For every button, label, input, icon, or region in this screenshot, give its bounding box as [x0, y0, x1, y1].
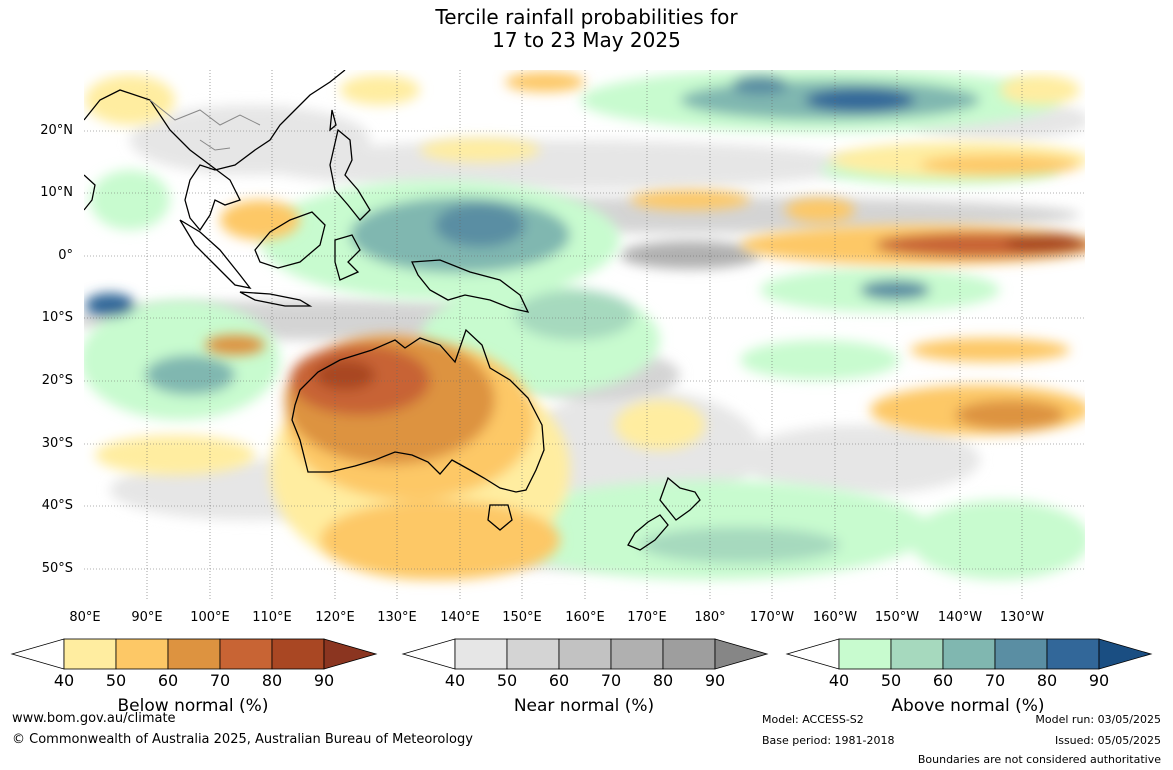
colorbar-segment: [219, 638, 273, 670]
colorbar-tick-label: 80: [652, 671, 674, 690]
lon-label: 160°E: [565, 610, 605, 625]
lon-label: 170°E: [627, 610, 667, 625]
website-url: www.bom.gov.au/climate: [12, 711, 176, 726]
colorbar-tick-label: 40: [828, 671, 850, 690]
lon-label: 130°W: [999, 610, 1045, 625]
near-normal-colorbar: [401, 638, 769, 670]
colorbar-lower-extension: [401, 638, 456, 670]
philippines-coastline: [329, 128, 371, 221]
lon-label: 160°W: [812, 610, 858, 625]
lon-label: 130°E: [377, 610, 417, 625]
colorbar-segment: [1046, 638, 1100, 670]
near-normal-label: Near normal (%): [513, 696, 655, 716]
above-normal-label: Above normal (%): [891, 696, 1045, 716]
map-title-line1: Tercile rainfall probabilities for: [435, 5, 738, 29]
tasmania-coastline: [487, 504, 513, 531]
lon-label: 80°E: [69, 610, 101, 625]
colorbar-segment: [994, 638, 1048, 670]
colorbar-tick-label: 80: [1036, 671, 1058, 690]
lat-label: 0°: [58, 248, 73, 263]
australia-coastline: [291, 328, 545, 493]
mainland-asia-coastline: [84, 70, 346, 232]
above-normal-regions: [84, 70, 1085, 580]
colorbar-tick-label: 80: [261, 671, 283, 690]
sumatra-coastline: [179, 219, 252, 289]
colorbar-tick-label: 60: [548, 671, 570, 690]
colorbar-tick-label: 70: [984, 671, 1006, 690]
colorbar-tick-label: 90: [1088, 671, 1110, 690]
lat-label: 20°S: [41, 373, 73, 388]
lon-label: 120°E: [315, 610, 355, 625]
java-coastline: [239, 291, 313, 307]
lat-label: 10°S: [41, 310, 73, 325]
colorbar-upper-extension: [1098, 638, 1153, 670]
colorbar-tick-label: 60: [157, 671, 179, 690]
colorbar-tick-label: 70: [209, 671, 231, 690]
lon-label: 150°E: [502, 610, 542, 625]
lon-label: 170°W: [749, 610, 795, 625]
map-gridlines: [84, 70, 1085, 600]
country-borders: [149, 99, 261, 151]
colorbar-segment: [115, 638, 169, 670]
base-period: Base period: 1981-2018: [762, 734, 895, 747]
colorbar-tick-label: 50: [496, 671, 518, 690]
lat-label: 20°N: [40, 123, 73, 138]
below-normal-label: Below normal (%): [117, 696, 269, 716]
colorbar-segment: [558, 638, 612, 670]
colorbars: [10, 638, 1153, 670]
colorbar-tick-label: 60: [932, 671, 954, 690]
above-normal-colorbar: [785, 638, 1153, 670]
colorbar-upper-extension: [323, 638, 378, 670]
lon-label: 150°W: [874, 610, 920, 625]
colorbar-segment: [890, 638, 944, 670]
coastlines: [84, 70, 701, 551]
sulawesi-coastline: [334, 234, 361, 281]
below-normal-colorbar: [10, 638, 378, 670]
colorbar-segment: [662, 638, 716, 670]
colorbar-lower-extension: [10, 638, 65, 670]
lon-label: 100°E: [190, 610, 230, 625]
map-title-line2: 17 to 23 May 2025: [492, 28, 681, 52]
lon-label: 140°W: [937, 610, 983, 625]
probability-field: [84, 70, 1085, 600]
lon-label: 180°: [694, 610, 726, 625]
lon-label: 90°E: [131, 610, 163, 625]
colorbar-lower-extension: [785, 638, 840, 670]
colorbar-segment: [271, 638, 325, 670]
india-coastline: [84, 174, 96, 211]
colorbar-segment: [454, 638, 508, 670]
new-zealand-coastline: [627, 476, 701, 551]
issued-date: Issued: 05/05/2025: [1054, 734, 1161, 747]
colorbar-upper-extension: [714, 638, 769, 670]
colorbar-segment: [838, 638, 892, 670]
colorbar-tick-label: 90: [313, 671, 335, 690]
colorbar-segment: [942, 638, 996, 670]
new-guinea-coastline: [411, 259, 530, 313]
colorbar-tick-label: 50: [880, 671, 902, 690]
colorbar-segment: [167, 638, 221, 670]
colorbar-tick-label: 70: [600, 671, 622, 690]
borneo-coastline: [254, 211, 326, 269]
colorbar-segment: [610, 638, 664, 670]
colorbar-tick-label: 40: [53, 671, 75, 690]
lat-label: 50°S: [41, 561, 73, 576]
colorbar-segment: [506, 638, 560, 670]
below-normal-regions: [85, 72, 1085, 580]
lat-label: 40°S: [41, 498, 73, 513]
copyright: © Commonwealth of Australia 2025, Austra…: [12, 732, 473, 747]
colorbar-tick-label: 90: [704, 671, 726, 690]
lon-label: 110°E: [252, 610, 292, 625]
lat-label: 10°N: [40, 185, 73, 200]
colorbar-tick-label: 50: [105, 671, 127, 690]
model-run-date: Model run: 03/05/2025: [1035, 713, 1161, 726]
lat-label: 30°S: [41, 436, 73, 451]
boundaries-disclaimer: Boundaries are not considered authoritat…: [917, 753, 1161, 766]
colorbar-segment: [63, 638, 117, 670]
lon-label: 140°E: [440, 610, 480, 625]
model-name: Model: ACCESS-S2: [762, 713, 864, 726]
colorbar-tick-label: 40: [444, 671, 466, 690]
taiwan-coastline: [329, 109, 337, 132]
